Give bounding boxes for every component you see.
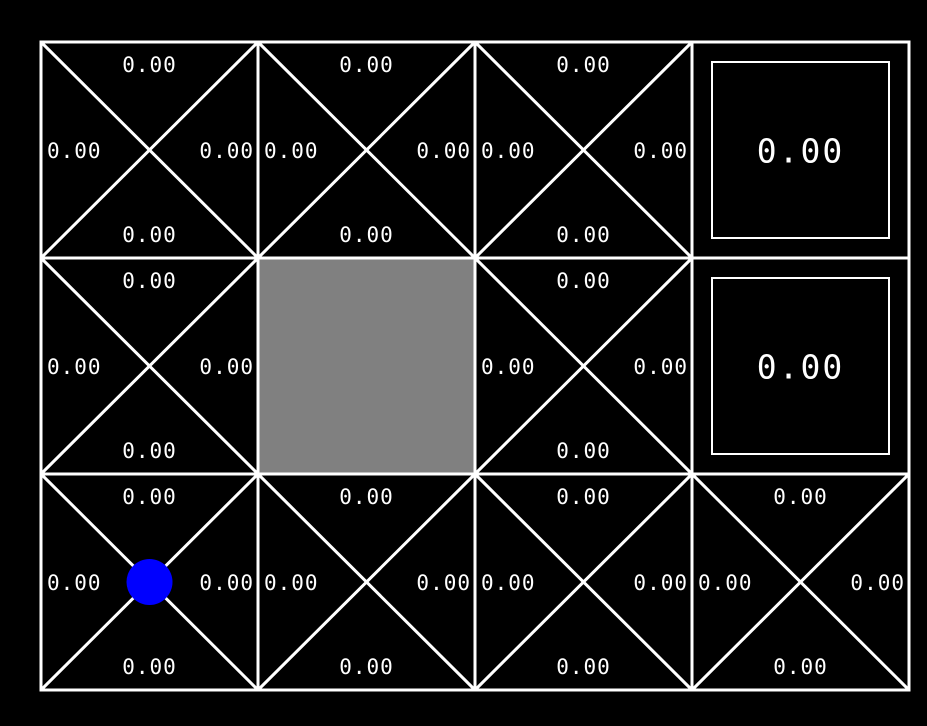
cell-diagonal [473, 472, 694, 692]
q-value-north: 0.00 [339, 485, 394, 509]
cell-diagonal [690, 472, 911, 692]
agent-marker [126, 559, 173, 605]
q-value-west: 0.00 [264, 571, 319, 595]
terminal-box [711, 277, 890, 455]
q-value-south: 0.00 [556, 655, 611, 679]
q-value-east: 0.00 [633, 139, 688, 163]
q-value-north: 0.00 [339, 53, 394, 77]
q-value-east: 0.00 [416, 571, 471, 595]
q-value-west: 0.00 [481, 355, 536, 379]
q-value-east: 0.00 [633, 571, 688, 595]
terminal-value: 0.00 [757, 348, 844, 387]
grid-cell [690, 256, 911, 476]
q-value-east: 0.00 [199, 139, 254, 163]
q-value-north: 0.00 [556, 53, 611, 77]
q-value-south: 0.00 [556, 223, 611, 247]
q-value-west: 0.00 [264, 139, 319, 163]
q-value-west: 0.00 [47, 355, 102, 379]
q-value-north: 0.00 [122, 269, 177, 293]
q-value-south: 0.00 [122, 439, 177, 463]
q-value-south: 0.00 [556, 439, 611, 463]
cell-diagonal [256, 472, 477, 692]
cell-diagonal [473, 256, 694, 476]
q-value-north: 0.00 [556, 269, 611, 293]
q-value-east: 0.00 [199, 571, 254, 595]
q-value-south: 0.00 [773, 655, 828, 679]
q-value-east: 0.00 [416, 139, 471, 163]
q-value-east: 0.00 [199, 355, 254, 379]
q-value-east: 0.00 [633, 355, 688, 379]
q-value-south: 0.00 [122, 655, 177, 679]
cell-diagonal [39, 256, 260, 476]
wall-cell [256, 256, 477, 476]
q-value-west: 0.00 [481, 571, 536, 595]
q-value-north: 0.00 [773, 485, 828, 509]
terminal-box [711, 61, 890, 239]
q-value-west: 0.00 [481, 139, 536, 163]
q-value-south: 0.00 [339, 223, 394, 247]
q-value-west: 0.00 [47, 571, 102, 595]
q-value-east: 0.00 [850, 571, 905, 595]
q-value-north: 0.00 [556, 485, 611, 509]
q-value-north: 0.00 [122, 53, 177, 77]
terminal-value: 0.00 [757, 132, 844, 171]
q-value-west: 0.00 [698, 571, 753, 595]
cell-diagonal [256, 40, 477, 260]
cell-diagonal [39, 40, 260, 260]
q-value-west: 0.00 [47, 139, 102, 163]
grid-cell [690, 40, 911, 260]
q-value-south: 0.00 [339, 655, 394, 679]
q-value-south: 0.00 [122, 223, 177, 247]
q-value-north: 0.00 [122, 485, 177, 509]
cell-diagonal [473, 40, 694, 260]
